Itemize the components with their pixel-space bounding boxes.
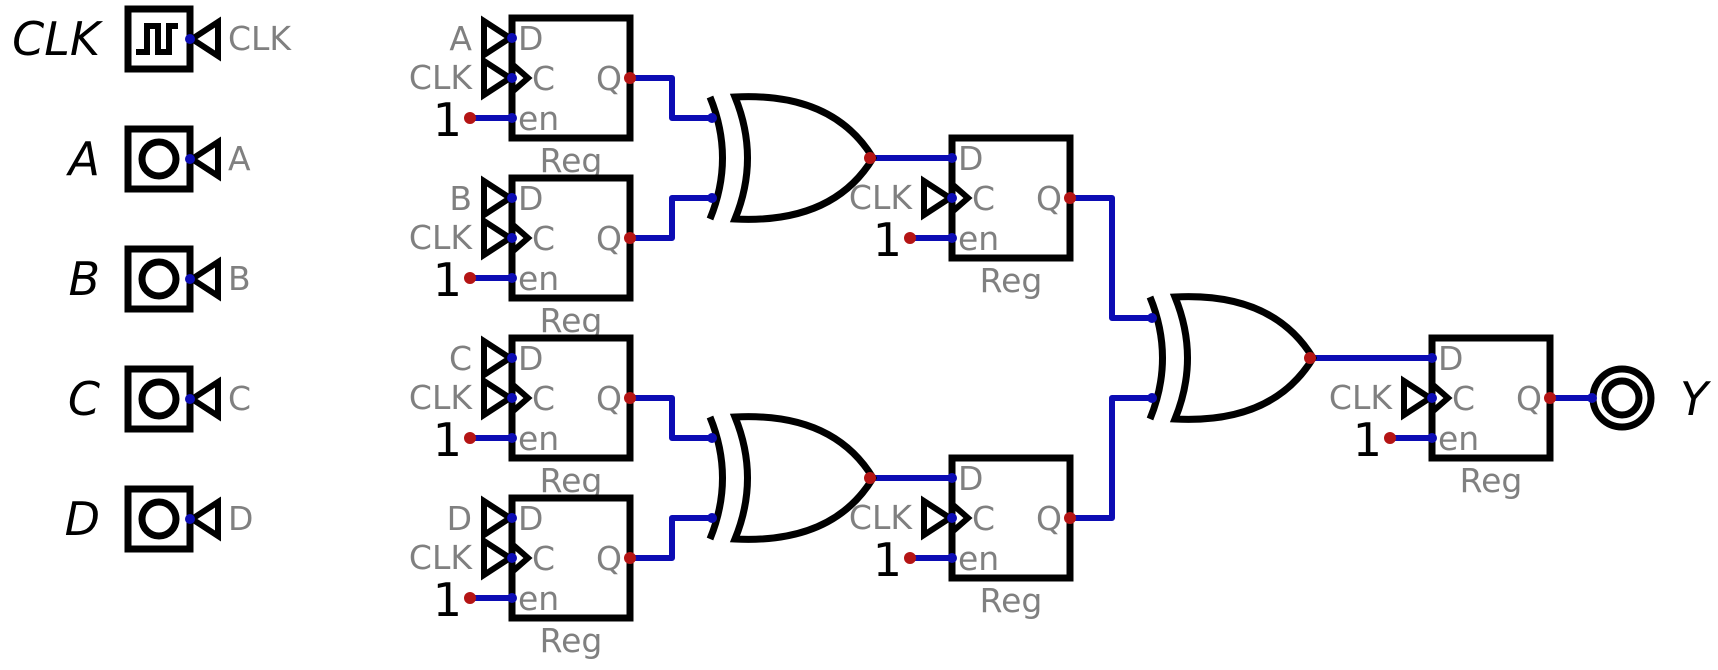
register-output: CLK 1 D C en Q Reg: [1329, 334, 1556, 500]
net-label: B: [228, 259, 251, 298]
pin-en-label: en: [518, 259, 559, 298]
register-a: A CLK 1 D C en Q Reg: [409, 14, 636, 180]
register-b: B CLK 1 D C en Q Reg: [409, 174, 636, 340]
pin-q-label: Q: [596, 219, 622, 258]
net-label: CLK: [228, 19, 292, 58]
input-label: CLK: [12, 12, 104, 66]
pin-en-label: en: [518, 419, 559, 458]
register-name-label: Reg: [980, 581, 1043, 620]
register-name-label: Reg: [540, 141, 603, 180]
register-name-label: Reg: [540, 301, 603, 340]
pin-c-label: C: [532, 379, 555, 418]
wires: [467, 75, 1595, 601]
register-c-net-label: CLK: [409, 58, 473, 97]
input-port-icon: [138, 138, 180, 180]
input-label: D: [65, 492, 100, 546]
pin-c-label: C: [532, 219, 555, 258]
input-port-icon: [138, 498, 180, 540]
register-name-label: Reg: [540, 621, 603, 660]
enable-constant: 1: [1353, 413, 1382, 467]
pin-c-label: C: [972, 499, 995, 538]
pin-d-label: D: [958, 139, 983, 178]
net-label: D: [228, 499, 253, 538]
pin-en-label: en: [1438, 419, 1479, 458]
input-label: C: [68, 372, 100, 426]
input-port-icon: [138, 378, 180, 420]
enable-constant: 1: [873, 213, 902, 267]
register-d-net-label: B: [449, 179, 472, 218]
input-port-icon: [138, 258, 180, 300]
register-c-net-label: CLK: [849, 498, 913, 537]
input-clk: CLK CLK: [12, 5, 292, 73]
pin-q-label: Q: [1516, 379, 1542, 418]
register-d-net-label: C: [449, 339, 472, 378]
register-mid-1: CLK 1 D C en Q Reg: [849, 134, 1076, 300]
output-label: Y: [1680, 372, 1712, 426]
input-label: B: [68, 252, 100, 306]
pin-c-label: C: [1452, 379, 1475, 418]
pin-q-label: Q: [1036, 499, 1062, 538]
register-name-label: Reg: [1460, 461, 1523, 500]
register-c-net-label: CLK: [409, 378, 473, 417]
pin-en-label: en: [518, 579, 559, 618]
register-c-net-label: CLK: [409, 538, 473, 577]
pin-q-label: Q: [596, 539, 622, 578]
enable-constant: 1: [433, 253, 462, 307]
pin-d-label: D: [518, 179, 543, 218]
net-label: A: [228, 139, 251, 178]
pin-en-label: en: [958, 219, 999, 258]
enable-constant: 1: [433, 93, 462, 147]
input-c: C C: [68, 365, 251, 433]
output-y: Y: [1587, 365, 1712, 431]
input-a: A A: [66, 125, 251, 193]
enable-constant: 1: [433, 413, 462, 467]
net-label: C: [228, 379, 251, 418]
enable-constant: 1: [433, 573, 462, 627]
register-d-net-label: A: [449, 19, 472, 58]
register-c-net-label: CLK: [849, 178, 913, 217]
register-c-net-label: CLK: [409, 218, 473, 257]
register-name-label: Reg: [980, 261, 1043, 300]
pin-d-label: D: [518, 339, 543, 378]
register-mid-2: CLK 1 D C en Q Reg: [849, 454, 1076, 620]
xor-gate-3: [1146, 293, 1318, 423]
pin-q-label: Q: [596, 379, 622, 418]
pin-q-label: Q: [1036, 179, 1062, 218]
register-c-net-label: CLK: [1329, 378, 1393, 417]
xor-gate-1: [706, 93, 878, 223]
pin-c-label: C: [972, 179, 995, 218]
register-d-net-label: D: [447, 499, 472, 538]
xor-gate-2: [706, 413, 878, 543]
input-label: A: [66, 132, 100, 186]
input-b: B B: [68, 245, 251, 313]
enable-constant: 1: [873, 533, 902, 587]
pin-en-label: en: [958, 539, 999, 578]
pin-c-label: C: [532, 59, 555, 98]
pin-d-label: D: [518, 19, 543, 58]
pin-d-label: D: [518, 499, 543, 538]
input-d: D D: [65, 485, 253, 553]
clock-icon: [136, 23, 178, 55]
pin-d-label: D: [1438, 339, 1463, 378]
pin-en-label: en: [518, 99, 559, 138]
pin-d-label: D: [958, 459, 983, 498]
pin-c-label: C: [532, 539, 555, 578]
register-name-label: Reg: [540, 461, 603, 500]
register-c: C CLK 1 D C en Q Reg: [409, 334, 636, 500]
register-d: D CLK 1 D C en Q Reg: [409, 494, 636, 660]
pin-q-label: Q: [596, 59, 622, 98]
